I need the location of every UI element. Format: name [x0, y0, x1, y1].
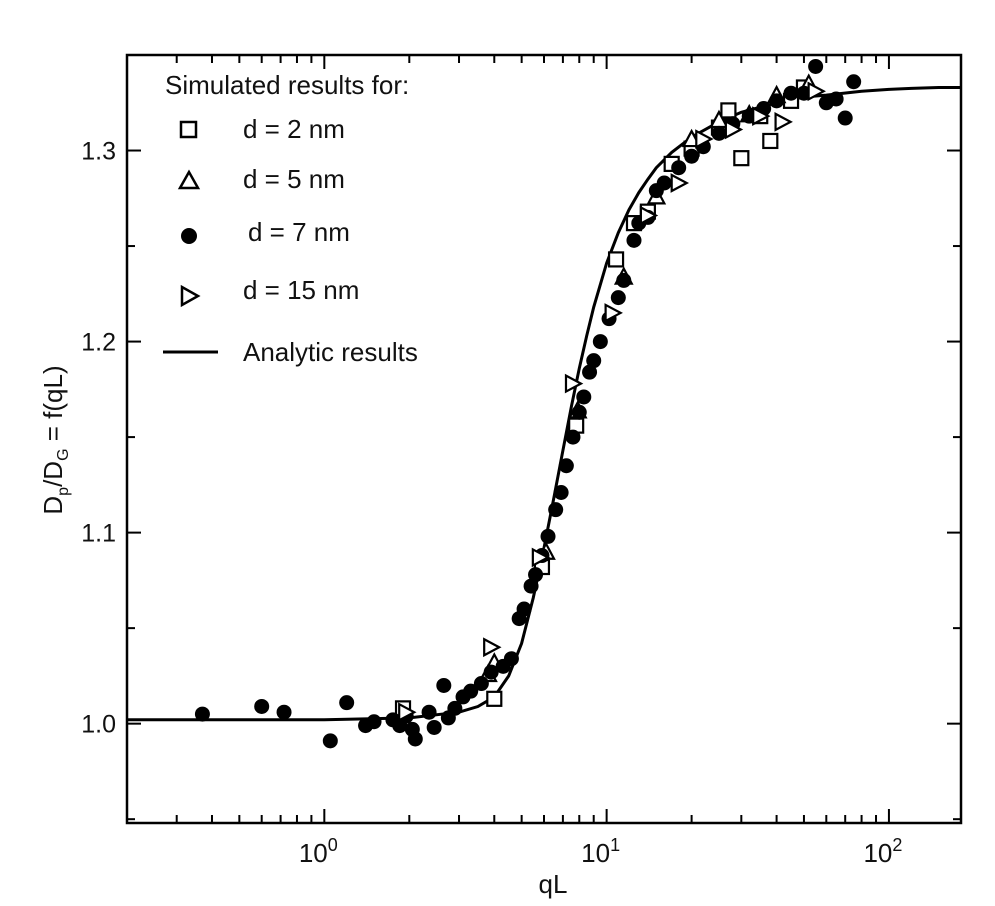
data-point-circle	[436, 677, 452, 693]
x-tick-label-exponent: 0	[328, 835, 338, 855]
data-point-circle	[407, 731, 423, 747]
series-square	[394, 79, 813, 717]
data-point-circle	[846, 74, 862, 90]
y-tick-label: 1.1	[81, 520, 116, 548]
y-tick-label: 1.0	[81, 711, 116, 739]
data-point-circle	[553, 484, 569, 500]
legend-square-marker	[179, 120, 198, 139]
data-point-triangle-right	[670, 173, 690, 193]
data-point-circle	[366, 714, 382, 730]
data-point-circle	[656, 175, 672, 191]
y-axis-label-mid: /D	[38, 461, 68, 487]
data-point-circle	[194, 706, 210, 722]
data-point-circle	[837, 110, 853, 126]
data-point-circle	[671, 160, 687, 176]
data-point-circle	[254, 698, 270, 714]
data-point-circle	[421, 704, 437, 720]
data-point-circle	[769, 93, 785, 109]
legend-circle-marker	[181, 228, 197, 244]
data-point-circle	[576, 389, 592, 405]
data-point-square	[762, 132, 779, 150]
x-tick-label-base: 10	[863, 838, 892, 868]
legend-triangle-right-marker	[180, 284, 201, 308]
data-point-square	[720, 102, 737, 119]
plot-content	[127, 58, 961, 749]
data-point-triangle-right	[695, 129, 714, 149]
legend-label-d7: d = 7 nm	[248, 217, 350, 247]
y-axis-label-sub2: G	[55, 448, 72, 460]
data-point-circle	[565, 429, 581, 445]
data-point-triangle-right	[604, 303, 623, 323]
legend-label-d15: d = 15 nm	[243, 275, 359, 305]
data-point-circle	[339, 695, 355, 711]
data-point-square	[733, 150, 750, 167]
data-point-triangle-right	[774, 112, 793, 132]
data-point-triangle-right	[807, 81, 826, 102]
data-point-triangle-right	[483, 637, 502, 658]
x-tick-label-exponent: 2	[892, 835, 902, 855]
y-axis-label-tail: = f(qL)	[38, 365, 68, 448]
data-point-triangle-right	[564, 373, 584, 394]
data-point-triangle-right	[724, 119, 744, 140]
data-point-circle	[626, 232, 642, 248]
data-point-circle	[483, 664, 499, 680]
legend-label-d2: d = 2 nm	[243, 114, 345, 144]
data-point-circle	[582, 364, 598, 380]
x-tick-label: 102	[863, 835, 902, 868]
data-point-circle	[616, 272, 632, 288]
data-point-circle	[528, 567, 544, 583]
data-point-circle	[473, 676, 489, 692]
data-point-square	[607, 251, 625, 268]
data-point-circle	[276, 704, 292, 720]
series-triangle-right	[398, 81, 826, 723]
data-point-circle	[322, 733, 338, 749]
y-axis-label-main: D	[38, 496, 68, 515]
data-point-circle	[447, 700, 463, 716]
data-point-circle	[808, 58, 824, 74]
x-tick-label: 101	[581, 835, 620, 868]
y-tick-label: 1.3	[81, 138, 116, 166]
data-point-circle	[503, 651, 519, 667]
y-tick-label: 1.2	[81, 329, 116, 357]
legend-title: Simulated results for:	[165, 70, 409, 100]
legend-label-analytic: Analytic results	[243, 337, 418, 367]
data-point-circle	[540, 528, 556, 544]
data-point-triangle-right	[752, 106, 771, 126]
legend-label-d5: d = 5 nm	[243, 164, 345, 194]
x-axis-label: qL	[539, 869, 568, 899]
data-point-circle	[783, 85, 799, 101]
data-point-triangle-right	[398, 702, 417, 723]
data-point-circle	[592, 334, 608, 350]
legend-triangle-marker	[177, 169, 201, 190]
data-point-circle	[610, 290, 626, 306]
x-tick-label-base: 10	[581, 838, 610, 868]
data-point-circle	[586, 353, 602, 369]
data-point-triangle-right	[639, 205, 659, 226]
data-point-circle	[548, 502, 564, 518]
data-point-circle	[516, 601, 532, 617]
x-tick-label: 100	[299, 835, 338, 868]
y-axis-label: Dp/DG = f(qL)	[38, 365, 72, 514]
data-point-circle	[463, 683, 479, 699]
data-point-triangle-right	[531, 547, 551, 568]
data-point-circle	[426, 719, 442, 735]
series-circle	[194, 58, 862, 749]
data-point-circle	[571, 404, 587, 420]
data-point-circle	[711, 125, 727, 141]
data-point-circle	[684, 148, 700, 164]
x-tick-label-exponent: 1	[610, 835, 620, 855]
y-axis-label-sub1: p	[55, 487, 72, 496]
x-tick-label-base: 10	[299, 838, 328, 868]
data-point-circle	[558, 458, 574, 474]
data-point-square	[486, 690, 503, 707]
data-point-circle	[828, 91, 844, 107]
data-point-circle	[523, 578, 539, 594]
legend: Simulated results for: d = 2 nm d = 5 nm…	[163, 70, 418, 367]
